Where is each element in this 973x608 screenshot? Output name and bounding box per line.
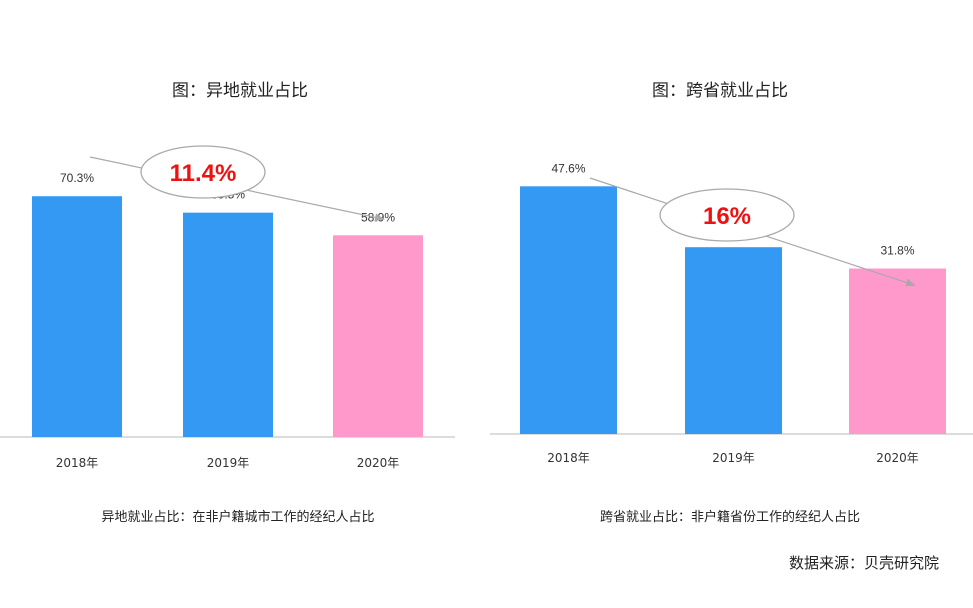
bar-2018年 <box>32 196 122 437</box>
category-label: 2019年 <box>207 456 250 470</box>
decline-callout-text: 16% <box>703 203 751 230</box>
bar-2019年 <box>183 212 273 437</box>
category-label: 2020年 <box>876 451 919 465</box>
decline-callout-ellipse <box>659 188 795 242</box>
bar-2019年 <box>685 247 782 434</box>
chart-title-right: 图：跨省就业占比 <box>652 81 788 101</box>
value-label: 70.3% <box>60 171 94 185</box>
bar-2020年 <box>333 235 423 437</box>
category-label: 2018年 <box>547 451 590 465</box>
bar-2018年 <box>520 186 617 434</box>
decline-callout-ellipse <box>140 145 266 199</box>
chart-title-left: 图：异地就业占比 <box>172 81 308 101</box>
category-label: 2019年 <box>712 451 755 465</box>
bar-2020年 <box>849 268 946 434</box>
chart-note-left: 异地就业占比：在非户籍城市工作的经纪人占比 <box>101 510 375 525</box>
value-label: 47.6% <box>551 161 585 175</box>
data-source: 数据来源：贝壳研究院 <box>788 554 939 572</box>
category-label: 2018年 <box>56 456 99 470</box>
value-label: 31.8% <box>880 244 914 258</box>
value-label: 58.9% <box>361 210 395 224</box>
category-label: 2020年 <box>357 456 400 470</box>
decline-callout-text: 11.4% <box>170 160 237 187</box>
chart-note-right: 跨省就业占比：非户籍省份工作的经纪人占比 <box>599 510 860 525</box>
